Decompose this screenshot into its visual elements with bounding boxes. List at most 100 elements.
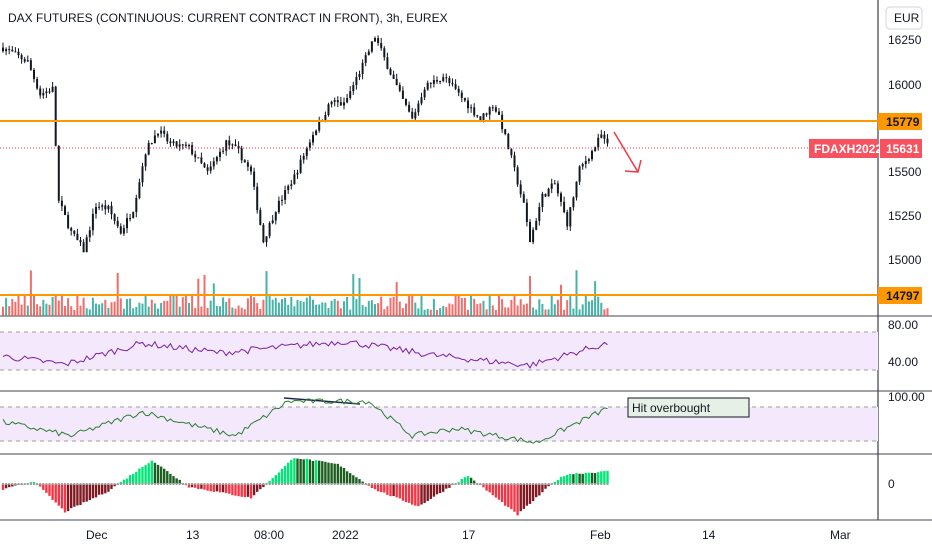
volume-bar bbox=[197, 278, 200, 316]
candle-body bbox=[110, 205, 113, 215]
momentum-zero-dot bbox=[82, 483, 85, 485]
volume-bar bbox=[346, 297, 349, 316]
momentum-bar bbox=[553, 481, 556, 484]
candle-body bbox=[460, 92, 463, 98]
bearish-arrow-icon[interactable] bbox=[613, 131, 642, 173]
momentum-bar bbox=[302, 459, 305, 484]
momentum-zero-dot bbox=[550, 483, 553, 485]
momentum-bar bbox=[122, 479, 126, 484]
momentum-zero-dot bbox=[234, 483, 237, 485]
momentum-bar bbox=[45, 484, 48, 493]
candle-body bbox=[259, 210, 262, 225]
momentum-bar bbox=[169, 473, 172, 484]
momentum-bar bbox=[535, 484, 538, 498]
momentum-zero-dot bbox=[287, 483, 290, 485]
volume-bar bbox=[423, 309, 426, 316]
candle-body bbox=[442, 77, 445, 81]
momentum-bar bbox=[411, 484, 414, 505]
candle-body bbox=[352, 85, 355, 92]
candle-body bbox=[333, 100, 336, 102]
momentum-bar bbox=[135, 471, 138, 484]
volume-bar bbox=[73, 309, 76, 316]
volume-bar bbox=[107, 307, 110, 316]
momentum-zero-dot bbox=[144, 483, 147, 485]
momentum-zero-dot bbox=[141, 483, 144, 485]
volume-bar bbox=[169, 295, 172, 316]
momentum-zero-dot bbox=[600, 483, 603, 485]
momentum-zero-dot bbox=[529, 483, 531, 485]
momentum-zero-dot bbox=[135, 483, 138, 485]
momentum-zero-dot bbox=[584, 483, 587, 485]
momentum-bar bbox=[125, 478, 129, 484]
candle-body bbox=[597, 137, 600, 148]
chart-title: DAX FUTURES (CONTINUOUS: CURRENT CONTRAC… bbox=[8, 11, 448, 25]
momentum-zero-dot bbox=[395, 483, 398, 485]
momentum-bar bbox=[333, 463, 336, 484]
momentum-zero-dot bbox=[79, 483, 82, 485]
candle-body bbox=[346, 98, 349, 103]
volume-bar bbox=[442, 306, 445, 316]
momentum-zero-dot bbox=[157, 483, 159, 485]
candle-body bbox=[33, 69, 35, 79]
momentum-zero-dot bbox=[339, 483, 342, 485]
candle-body bbox=[429, 82, 432, 84]
candle-body bbox=[175, 141, 178, 147]
annotation-callout[interactable]: Hit overbought bbox=[627, 397, 750, 418]
momentum-bar bbox=[94, 484, 98, 498]
candle-body bbox=[550, 183, 553, 189]
candle-body bbox=[343, 102, 345, 106]
candle-body bbox=[160, 130, 163, 134]
momentum-bar bbox=[494, 484, 498, 498]
momentum-bar bbox=[150, 460, 153, 484]
volume-bar bbox=[460, 298, 463, 316]
candle-body bbox=[119, 226, 122, 234]
momentum-bar bbox=[562, 476, 566, 484]
momentum-bar bbox=[361, 481, 364, 484]
candle-body bbox=[228, 140, 231, 146]
momentum-zero-dot bbox=[547, 483, 550, 485]
momentum-bar bbox=[392, 484, 395, 497]
momentum-bar bbox=[110, 484, 113, 489]
momentum-zero-dot bbox=[315, 483, 318, 485]
volume-bar bbox=[188, 303, 190, 316]
momentum-zero-dot bbox=[39, 483, 42, 485]
volume-bar bbox=[330, 300, 333, 316]
momentum-bar bbox=[445, 484, 448, 489]
momentum-zero-dot bbox=[457, 483, 460, 485]
volume-bar bbox=[277, 302, 280, 316]
momentum-bar bbox=[311, 461, 315, 484]
momentum-zero-dot bbox=[467, 483, 469, 485]
momentum-zero-dot bbox=[101, 483, 104, 485]
candle-body bbox=[243, 160, 246, 163]
volume-bar bbox=[153, 303, 156, 316]
volume-bar bbox=[553, 304, 556, 316]
volume-bar bbox=[538, 299, 541, 316]
momentum-zero-dot bbox=[29, 483, 32, 485]
momentum-zero-dot bbox=[401, 483, 404, 485]
candle-body bbox=[467, 100, 469, 109]
candle-body bbox=[556, 183, 559, 194]
resistance-price: 15779 bbox=[886, 115, 920, 129]
momentum-zero-dot bbox=[448, 483, 451, 485]
currency-button[interactable] bbox=[885, 6, 923, 30]
momentum-zero-dot bbox=[281, 483, 283, 485]
stoch-tick-100: 100.00 bbox=[888, 390, 925, 404]
stoch-divergence-line[interactable] bbox=[283, 397, 361, 405]
momentum-zero-dot bbox=[352, 483, 355, 485]
time-axis[interactable]: Dec 13 08:00 2022 17 Feb 14 Mar bbox=[86, 528, 851, 542]
momentum-zero-dot bbox=[405, 483, 407, 485]
price-axis[interactable]: EUR 16250 16000 15500 15250 15000 15779 … bbox=[809, 6, 925, 491]
annotation-box[interactable] bbox=[627, 397, 750, 418]
candle-body bbox=[566, 212, 569, 227]
candle-body bbox=[302, 155, 305, 160]
resistance-tag bbox=[878, 113, 922, 130]
momentum-bar bbox=[473, 480, 476, 484]
annotation-text: Hit overbought bbox=[632, 401, 711, 415]
momentum-bar bbox=[240, 484, 243, 497]
momentum-bar bbox=[432, 484, 436, 497]
volume-bar bbox=[513, 294, 516, 316]
momentum-bar bbox=[63, 484, 67, 513]
volume-bar bbox=[163, 300, 166, 316]
volume-bar bbox=[191, 295, 194, 316]
